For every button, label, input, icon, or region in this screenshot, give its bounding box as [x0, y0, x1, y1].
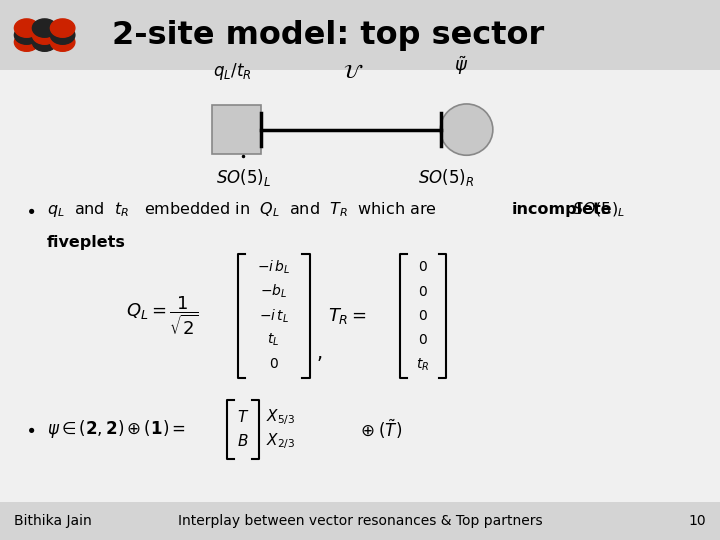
Text: 2-site model: top sector: 2-site model: top sector	[112, 19, 544, 51]
Text: $\tilde{\psi}$: $\tilde{\psi}$	[454, 54, 468, 77]
Text: $-i\,b_L$: $-i\,b_L$	[257, 259, 290, 276]
Circle shape	[50, 19, 75, 37]
Circle shape	[32, 19, 57, 37]
Text: $q_L$  and  $t_R$   embedded in  $Q_L$  and  $T_R$  which are: $q_L$ and $t_R$ embedded in $Q_L$ and $T…	[47, 200, 442, 219]
Text: $\bullet$: $\bullet$	[25, 200, 35, 219]
Text: $T_R =$: $T_R =$	[328, 306, 366, 326]
Circle shape	[50, 26, 75, 44]
Text: $0$: $0$	[418, 309, 428, 323]
Text: $Q_L = \dfrac{1}{\sqrt{2}}$: $Q_L = \dfrac{1}{\sqrt{2}}$	[126, 294, 198, 338]
Circle shape	[50, 33, 75, 51]
Circle shape	[14, 19, 39, 37]
Text: $SO(5)_L$: $SO(5)_L$	[572, 200, 626, 219]
Text: $\bullet$: $\bullet$	[25, 420, 35, 438]
Text: $t_R$: $t_R$	[416, 356, 430, 373]
Text: $-b_L$: $-b_L$	[260, 283, 287, 300]
Text: $t_L$: $t_L$	[267, 332, 280, 348]
Text: ,: ,	[317, 344, 323, 363]
Text: $X_{5/3}$: $X_{5/3}$	[266, 407, 296, 428]
Text: $X_{2/3}$: $X_{2/3}$	[266, 431, 296, 451]
Text: $\mathcal{U}$: $\mathcal{U}$	[343, 63, 363, 82]
Text: $0$: $0$	[269, 357, 279, 372]
Bar	[0, 0, 720, 70]
Text: $0$: $0$	[418, 260, 428, 274]
Circle shape	[14, 33, 39, 51]
Circle shape	[32, 33, 57, 51]
Text: $0$: $0$	[418, 333, 428, 347]
Bar	[0, 502, 720, 540]
Text: $-i\,t_L$: $-i\,t_L$	[258, 307, 289, 325]
Circle shape	[32, 26, 57, 44]
Text: $T$: $T$	[237, 409, 249, 426]
Text: 10: 10	[688, 514, 706, 528]
Circle shape	[14, 26, 39, 44]
Text: $B$: $B$	[237, 433, 249, 449]
Bar	[212, 105, 261, 154]
Text: $q_L/t_R$: $q_L/t_R$	[212, 61, 251, 82]
Text: $SO(5)_L$: $SO(5)_L$	[216, 167, 271, 188]
Text: Bithika Jain: Bithika Jain	[14, 514, 92, 528]
Text: $\oplus \; (\tilde{T})$: $\oplus \; (\tilde{T})$	[360, 417, 402, 441]
Text: Interplay between vector resonances & Top partners: Interplay between vector resonances & To…	[178, 514, 542, 528]
Text: $0$: $0$	[418, 285, 428, 299]
Text: $\psi \in (\mathbf{2},\mathbf{2}) \oplus (\mathbf{1}) =$: $\psi \in (\mathbf{2},\mathbf{2}) \oplus…	[47, 418, 186, 440]
Ellipse shape	[441, 104, 492, 156]
Text: incomplete: incomplete	[512, 202, 613, 217]
Text: fiveplets: fiveplets	[47, 235, 126, 251]
Text: $SO(5)_R$: $SO(5)_R$	[418, 167, 474, 188]
